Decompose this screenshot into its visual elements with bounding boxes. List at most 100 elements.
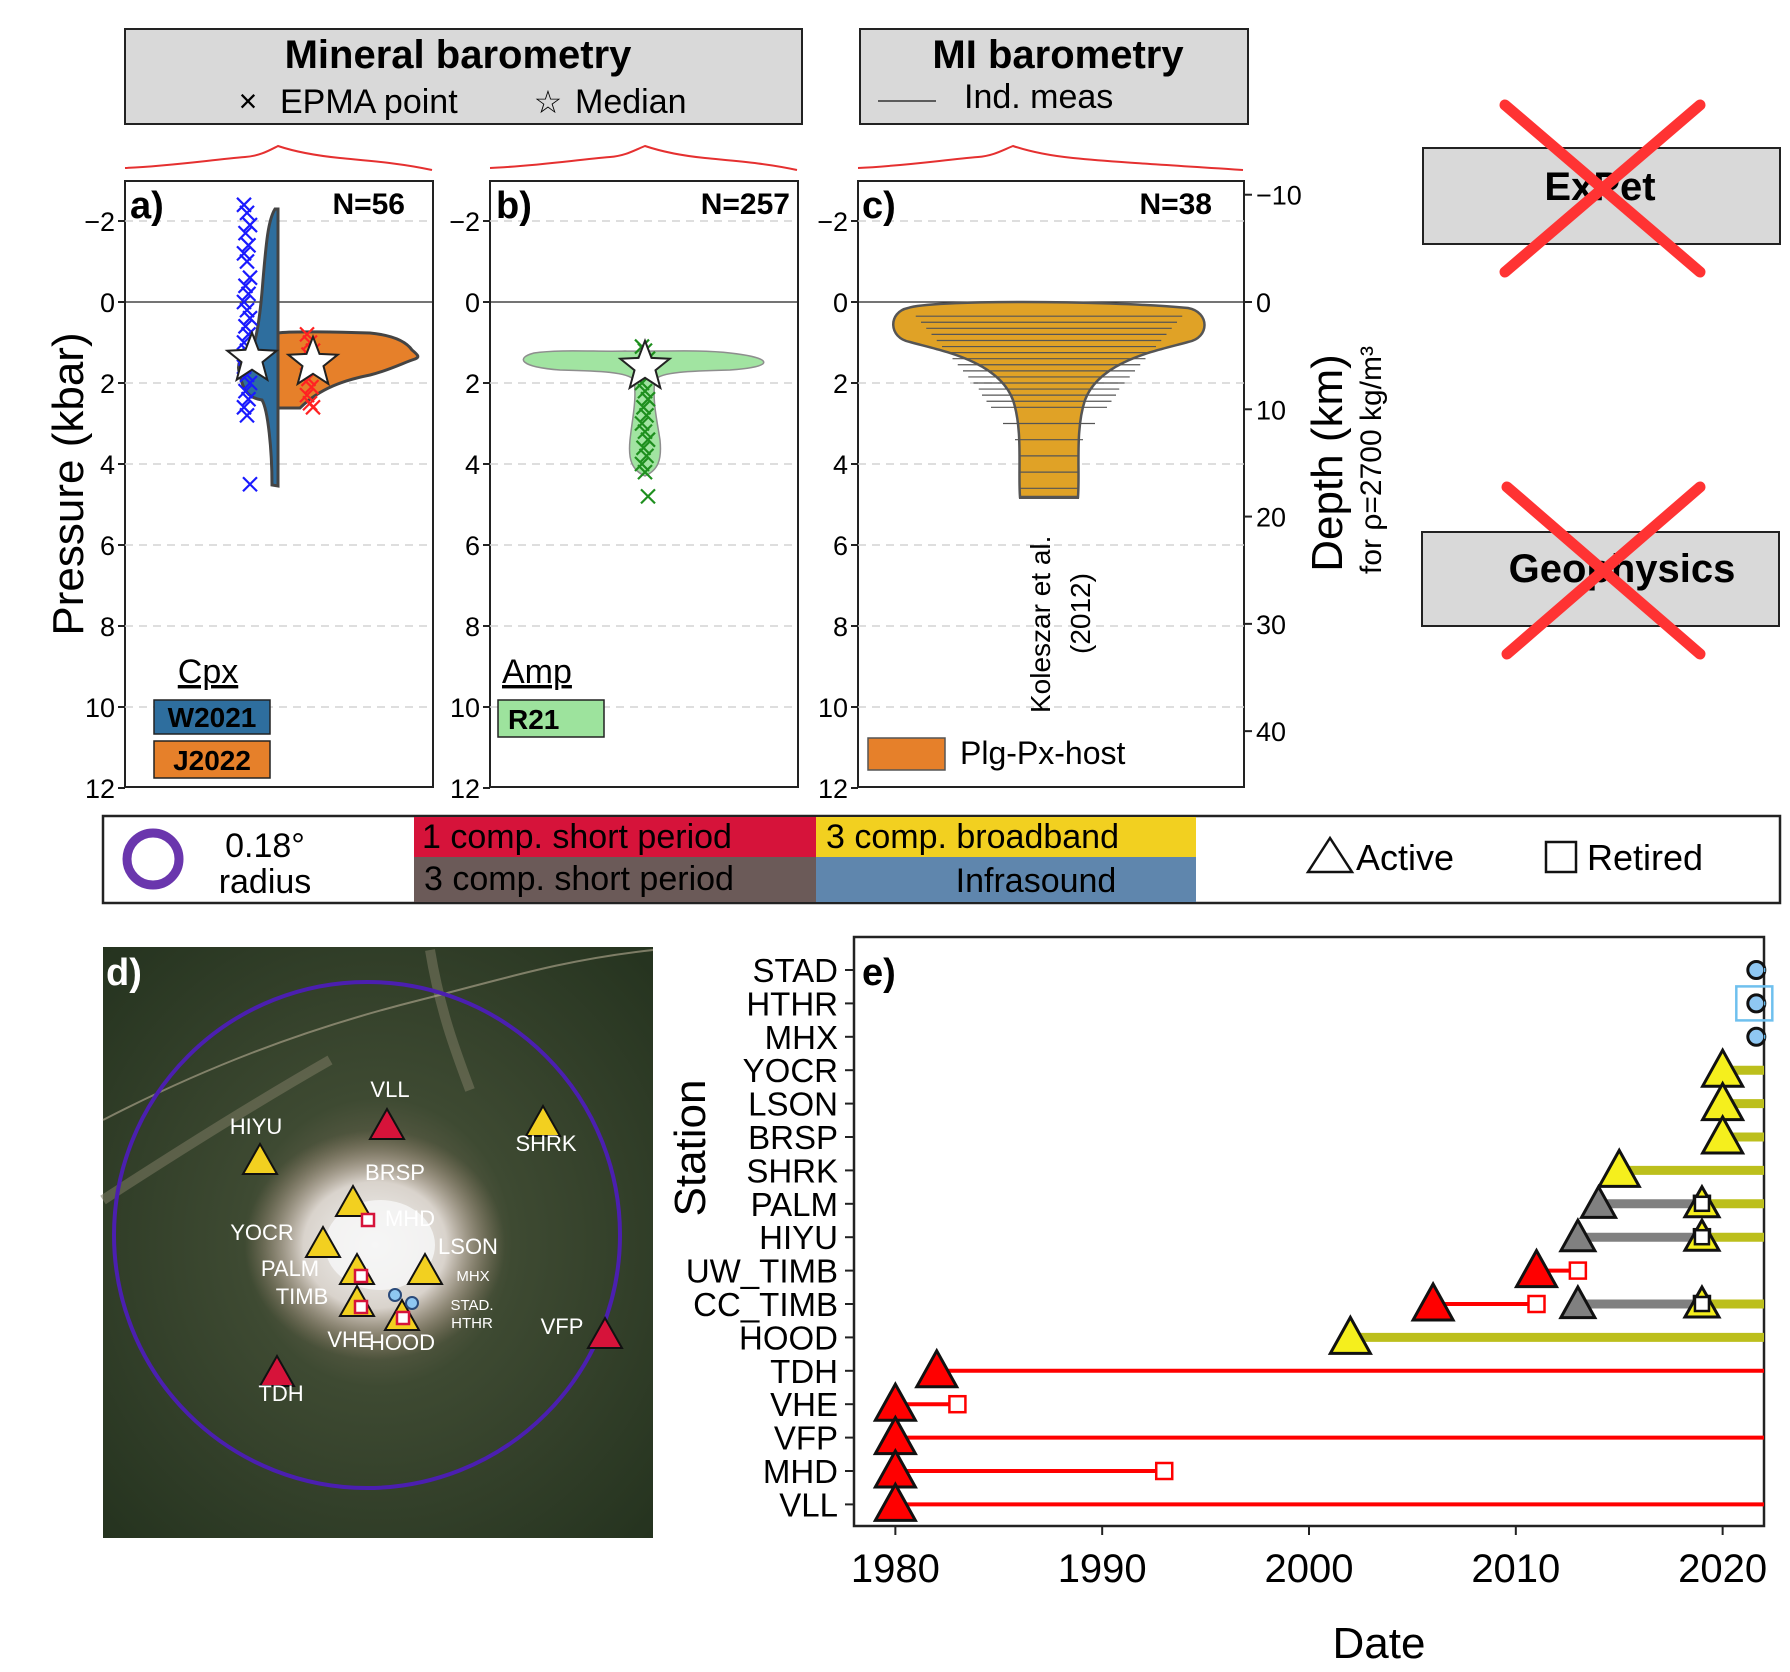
epma-point bbox=[634, 456, 650, 472]
three-comp-sp-swatch bbox=[414, 857, 816, 902]
depth-axis-sublabel: for ρ=2700 kg/m³ bbox=[1355, 346, 1388, 574]
pressure-tick-label: 12 bbox=[85, 774, 115, 804]
panel-c-frame bbox=[857, 180, 1245, 788]
map-station-triangle-icon[interactable] bbox=[524, 1103, 562, 1137]
pressure-tick-label: 8 bbox=[465, 612, 480, 642]
three-comp-bb-swatch bbox=[816, 817, 1196, 857]
infrasound-circle-icon bbox=[388, 1288, 402, 1302]
timeline-x-tick-label: 1990 bbox=[1058, 1547, 1147, 1591]
infrasound-start-circle-icon bbox=[1746, 1026, 1767, 1047]
epma-point bbox=[236, 197, 252, 213]
pressure-tick-label: −2 bbox=[817, 207, 848, 237]
infrasound-start-circle-icon bbox=[1746, 960, 1767, 980]
panel-a-letter: a) bbox=[130, 185, 164, 227]
epma-point bbox=[242, 310, 258, 326]
retired-square-icon bbox=[1568, 1261, 1588, 1280]
depth-tick-label: 20 bbox=[1256, 503, 1286, 533]
epma-point bbox=[303, 379, 320, 395]
depth-ticks: −10 0 10 20 30 40 bbox=[1244, 181, 1302, 747]
map-station-triangle-icon[interactable] bbox=[368, 1106, 406, 1140]
pressure-tick-label: 0 bbox=[833, 288, 848, 318]
station-start-triangle-icon bbox=[914, 1347, 960, 1389]
panel-a-frame bbox=[124, 180, 434, 788]
epma-point bbox=[240, 237, 257, 254]
panel-c-n: N=38 bbox=[1139, 188, 1212, 221]
map-station-label: STAD. bbox=[450, 1297, 493, 1314]
station-legend: 0.18° radius 1 comp. short period 3 comp… bbox=[101, 814, 1782, 905]
map-panel: d) VLL HIYU SHRK BRSP YOCR LSON PALM TIMB HOOD VF… bbox=[100, 947, 654, 1538]
pressure-tick-label: 2 bbox=[833, 369, 848, 399]
road bbox=[102, 949, 654, 1121]
station-start-triangle-icon bbox=[1579, 1183, 1619, 1219]
ind-meas-label: Ind. meas bbox=[964, 78, 1113, 116]
pressure-tick-label: 10 bbox=[450, 693, 480, 723]
radius-word: radius bbox=[219, 863, 312, 901]
r21-median-star-icon bbox=[617, 337, 673, 391]
timeline-x-tick-label: 1980 bbox=[851, 1547, 940, 1591]
timeline-station-label: MHD bbox=[763, 1453, 838, 1490]
timeline-station-label: PALM bbox=[751, 1186, 838, 1223]
map-station-label: PALM bbox=[261, 1256, 319, 1281]
map-station-label: VLL bbox=[370, 1077, 409, 1102]
w2021-swatch bbox=[153, 699, 271, 735]
timeline-station-label: UW_TIMB bbox=[686, 1253, 838, 1290]
timeline-x-tick-label: 2020 bbox=[1678, 1547, 1767, 1591]
map-station-label: MHD bbox=[385, 1206, 435, 1231]
depth-tick-label: 40 bbox=[1256, 717, 1286, 747]
one-comp-sp-swatch bbox=[414, 817, 816, 857]
map-station-triangle-icon[interactable] bbox=[241, 1141, 279, 1175]
epma-point bbox=[637, 464, 653, 480]
mineral-header: Mineral barometry × EPMA point ☆ Median bbox=[124, 28, 803, 125]
r21-swatch bbox=[497, 699, 605, 738]
pressure-tick-label: 10 bbox=[818, 693, 848, 723]
median-legend-label: Median bbox=[575, 83, 687, 121]
cpx-legend-title: Cpx bbox=[178, 653, 238, 691]
map-retired-square-icon bbox=[395, 1310, 411, 1326]
retired-square-icon bbox=[948, 1394, 967, 1414]
mi-measurement-lines bbox=[915, 315, 1183, 500]
epma-point bbox=[637, 383, 653, 399]
pressure-tick-label: 4 bbox=[833, 450, 848, 480]
cross-icon bbox=[1501, 481, 1706, 660]
retired-square-icon bbox=[1544, 840, 1578, 874]
map-station-triangle-icon[interactable] bbox=[406, 1251, 444, 1285]
epma-point bbox=[637, 423, 653, 440]
map-station-triangle-icon[interactable] bbox=[304, 1224, 342, 1258]
epma-point bbox=[239, 302, 255, 318]
epma-point bbox=[239, 253, 255, 270]
pressure-tick-label: 6 bbox=[465, 531, 480, 561]
pressure-tick-label: 0 bbox=[465, 288, 480, 318]
radius-circle bbox=[112, 980, 622, 1490]
epma-point bbox=[634, 415, 650, 432]
epma-point bbox=[299, 387, 315, 403]
map-station-label: VHE bbox=[327, 1327, 372, 1352]
pressure-tick-label: 2 bbox=[100, 369, 115, 399]
pressure-tick-label: 4 bbox=[100, 450, 115, 480]
map-station-label: TDH bbox=[258, 1381, 303, 1406]
timeline-station-label: VLL bbox=[779, 1486, 838, 1523]
timeline-panel: 1980 1990 2000 2010 2020 STADHTHRMHXYOCRLSONB… bbox=[666, 935, 1774, 1668]
station-start-triangle-icon bbox=[1327, 1314, 1373, 1355]
map-station-triangle-icon[interactable] bbox=[586, 1315, 624, 1349]
retired-square-icon bbox=[1693, 1228, 1711, 1246]
kde-strips bbox=[124, 144, 1244, 171]
map-station-triangle-icon[interactable] bbox=[334, 1183, 372, 1217]
pressure-tick-label: 6 bbox=[100, 531, 115, 561]
three-comp-bb-label: 3 comp. broadband bbox=[826, 818, 1119, 856]
mi-title: MI barometry bbox=[932, 33, 1184, 77]
station-start-triangle-icon bbox=[872, 1481, 918, 1522]
epma-point bbox=[239, 407, 255, 424]
active-triangle-icon bbox=[1305, 835, 1355, 874]
pressure-tick-label: 12 bbox=[818, 774, 848, 804]
timeline-station-label: YOCR bbox=[743, 1052, 838, 1089]
timeline-station-label: HOOD bbox=[739, 1319, 838, 1356]
map-station-triangle-icon[interactable] bbox=[258, 1353, 296, 1387]
map-station-label: HOOD bbox=[369, 1330, 435, 1355]
infrasound-label: Infrasound bbox=[956, 862, 1117, 900]
epma-point bbox=[640, 488, 656, 505]
mi-host-violin bbox=[892, 300, 1206, 499]
epma-point bbox=[640, 391, 656, 407]
map-station-label: LSON bbox=[438, 1234, 498, 1259]
pressure-axis-label: Pressure (kbar) bbox=[44, 332, 93, 635]
river-valley bbox=[100, 949, 475, 1205]
